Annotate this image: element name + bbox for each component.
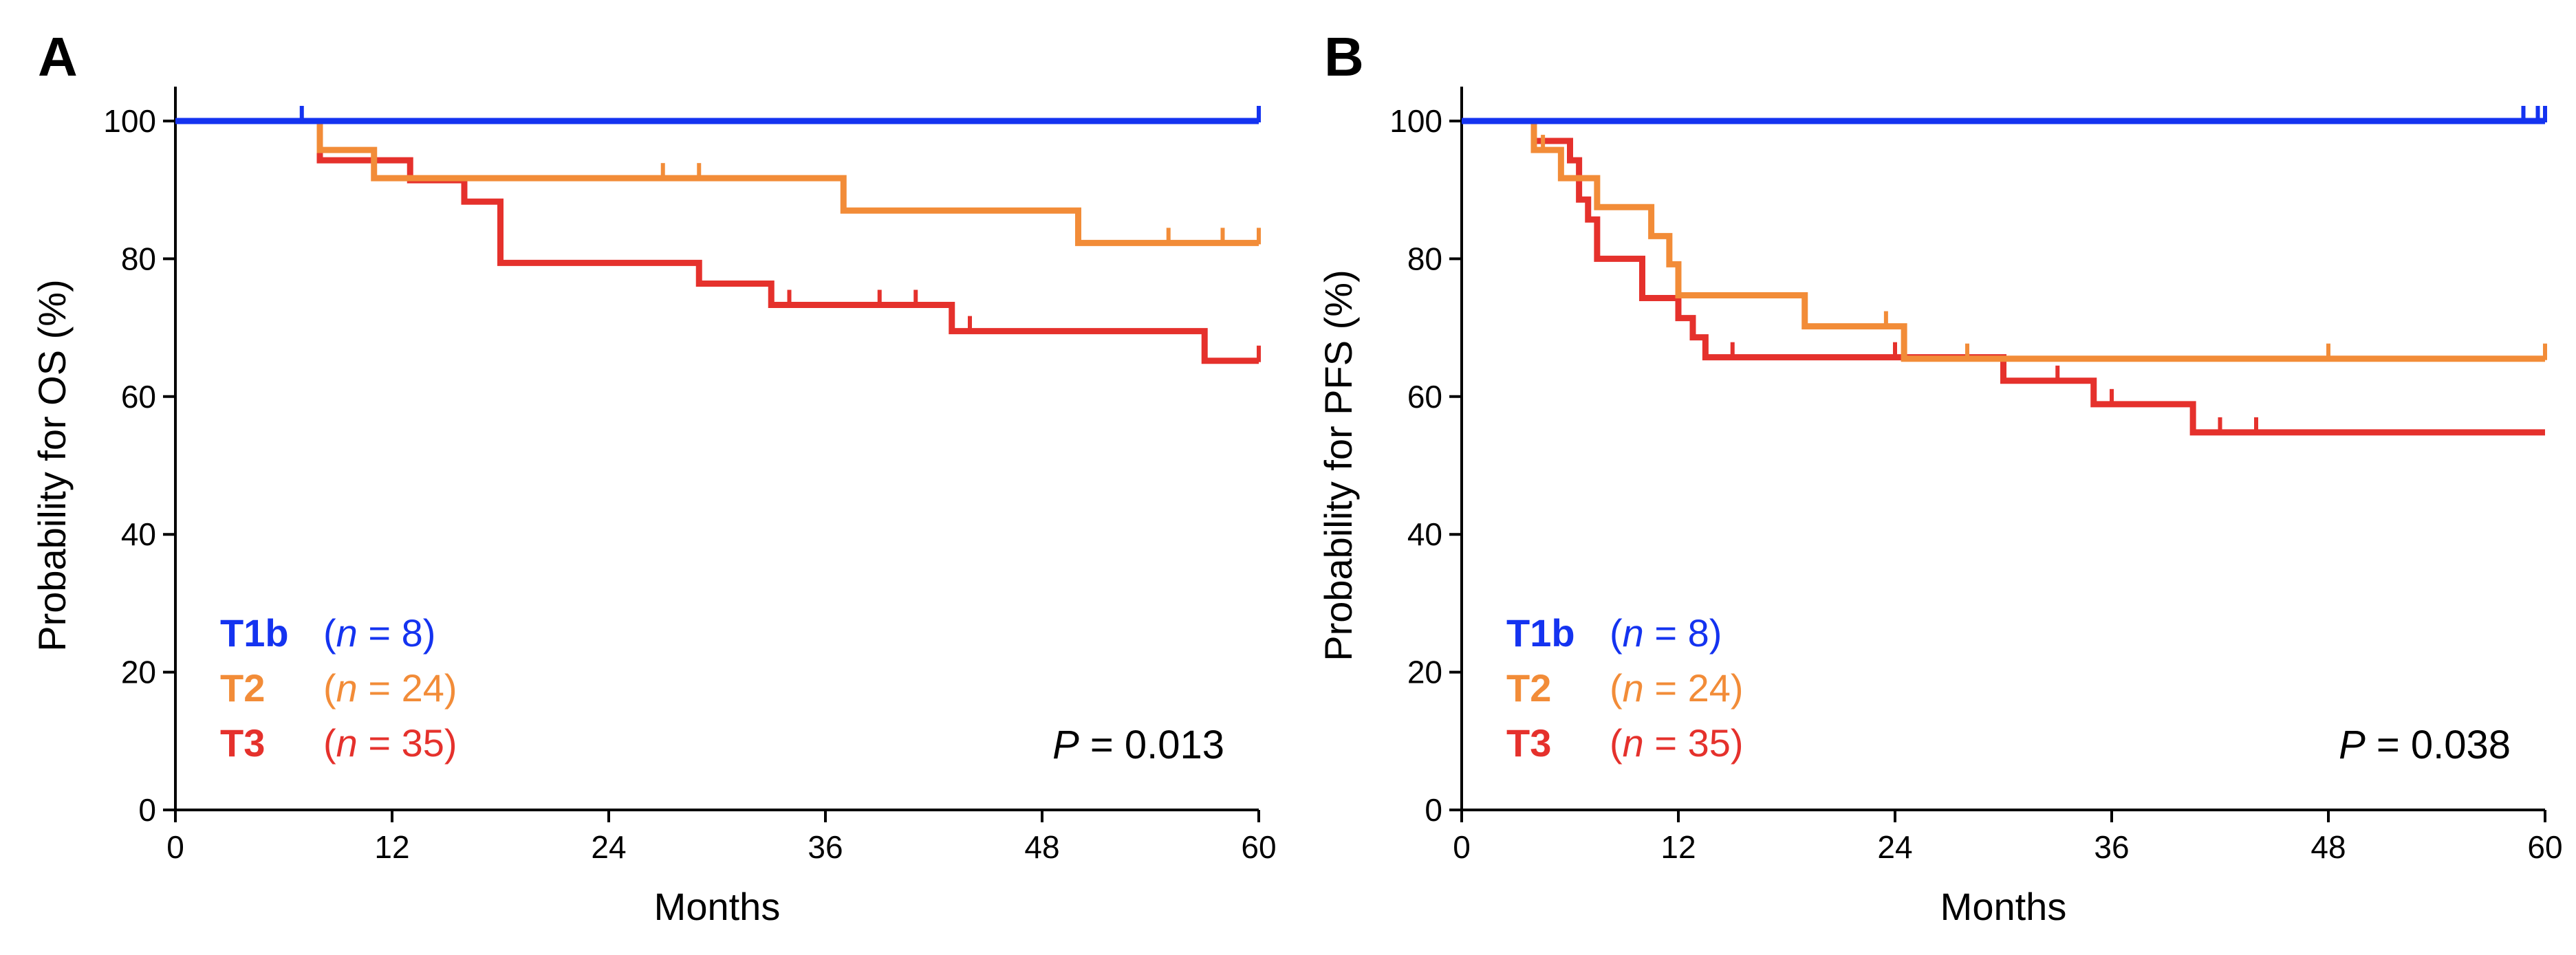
y-tick-label: 0 [138, 792, 156, 828]
legend-entry-T2: T2 (n = 24) [1506, 666, 1744, 710]
panel-B: B 0 20 40 60 80 100 0 12 24 36 48 60 Months Probabilit… [1317, 26, 2563, 928]
legend-n-text: (n = 24) [1610, 666, 1744, 710]
legend-series-name: T3 [1506, 721, 1551, 765]
x-tick-label: 48 [2310, 829, 2346, 865]
y-axis-label: Probability for PFS (%) [1317, 270, 1360, 661]
x-tick-label: 0 [166, 829, 184, 865]
x-tick-label: 60 [1241, 829, 1276, 865]
series-line-T2 [175, 118, 1259, 246]
x-tick-label: 24 [591, 829, 626, 865]
y-tick-label: 60 [121, 379, 156, 415]
y-tick-label: 100 [103, 103, 156, 139]
legend-series-name: T1b [1506, 611, 1575, 655]
x-tick-label: 12 [374, 829, 409, 865]
legend-series-name: T2 [1506, 666, 1551, 710]
series-line-T3 [175, 118, 1259, 364]
legend-n-text: (n = 8) [1610, 611, 1722, 655]
y-tick-label: 60 [1407, 379, 1442, 415]
y-tick-label: 80 [1407, 241, 1442, 276]
x-tick-label: 48 [1024, 829, 1059, 865]
legend-n-text: (n = 8) [323, 611, 435, 655]
y-tick-label: 40 [1407, 516, 1442, 552]
panel-letter: A [38, 26, 78, 87]
x-tick-label: 24 [1877, 829, 1912, 865]
panel-A: A 0 20 40 60 80 100 0 12 24 36 48 60 Months Probabilit… [30, 26, 1277, 928]
y-tick-label: 20 [121, 655, 156, 690]
x-axis-label: Months [654, 885, 781, 928]
x-tick-label: 60 [2527, 829, 2562, 865]
y-tick-label: 100 [1389, 103, 1442, 139]
legend-entry-T1b: T1b (n = 8) [220, 611, 435, 655]
series-line-T3 [1462, 118, 2545, 436]
y-tick-label: 0 [1425, 792, 1442, 828]
legend-series-name: T2 [220, 666, 265, 710]
series-line-T2 [1462, 118, 2545, 362]
legend-entry-T3: T3 (n = 35) [1506, 721, 1744, 765]
legend-n-text: (n = 35) [323, 721, 457, 765]
legend-entry-T2: T2 (n = 24) [220, 666, 457, 710]
legend-entry-T1b: T1b (n = 8) [1506, 611, 1722, 655]
x-tick-label: 36 [2094, 829, 2129, 865]
x-tick-label: 0 [1453, 829, 1471, 865]
x-tick-label: 12 [1660, 829, 1696, 865]
y-axis-label: Probability for OS (%) [30, 279, 74, 652]
p-value: P = 0.038 [2339, 723, 2511, 767]
y-tick-label: 20 [1407, 655, 1442, 690]
x-tick-label: 36 [808, 829, 843, 865]
legend-n-text: (n = 24) [323, 666, 457, 710]
legend-series-name: T1b [220, 611, 289, 655]
legend-n-text: (n = 35) [1610, 721, 1744, 765]
legend-entry-T3: T3 (n = 35) [220, 721, 457, 765]
panel-letter: B [1324, 26, 1364, 87]
y-tick-label: 80 [121, 241, 156, 276]
p-value: P = 0.013 [1052, 723, 1224, 767]
legend-series-name: T3 [220, 721, 265, 765]
x-axis-label: Months [1940, 885, 2067, 928]
y-tick-label: 40 [121, 516, 156, 552]
